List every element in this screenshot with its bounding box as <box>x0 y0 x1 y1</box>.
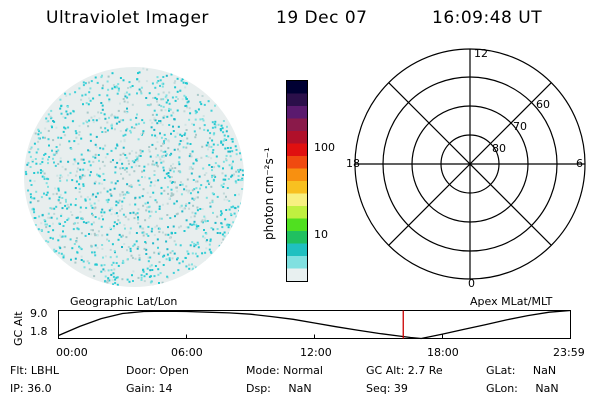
dsp-value: Dsp: NaN <box>246 382 312 395</box>
x-tick-0600: 06:00 <box>171 346 203 359</box>
gc-alt-tick-max: 9.0 <box>30 307 48 320</box>
colorbar-segment <box>287 106 307 119</box>
seq-value: Seq: 39 <box>366 382 408 395</box>
colorbar-segment <box>287 143 307 157</box>
colorbar-segment <box>287 193 307 207</box>
x-tick-1200: 12:00 <box>300 346 332 359</box>
altitude-curve <box>58 310 571 340</box>
mlt-label-0: 0 <box>468 277 475 290</box>
colorbar-segment <box>287 206 307 219</box>
lat-label-60: 60 <box>536 98 550 111</box>
mlt-label-6: 6 <box>576 157 583 170</box>
colorbar-segment <box>287 218 307 232</box>
gc-alt-axis-label: GC Alt <box>12 311 25 346</box>
colorbar-segment <box>287 256 307 269</box>
colorbar-segment <box>287 118 307 132</box>
colorbar-segment <box>287 231 307 244</box>
image-date: 19 Dec 07 <box>276 8 368 28</box>
colorbar-segment <box>287 243 307 257</box>
glat-value: GLat: NaN <box>486 364 557 377</box>
gain-value: Gain: 14 <box>126 382 173 395</box>
color-scale-bar <box>286 80 308 282</box>
apex-coords-label: Apex MLat/MLT <box>470 295 553 308</box>
uv-image-disk <box>24 67 244 287</box>
colorbar-segment <box>287 268 307 282</box>
lat-label-80: 80 <box>492 142 506 155</box>
colorbar-segment <box>287 181 307 194</box>
colorbar-tick-100: 100 <box>314 141 335 154</box>
colorbar-segment <box>287 93 307 107</box>
colorbar-tick-10: 10 <box>314 228 328 241</box>
geographic-coords-label: Geographic Lat/Lon <box>70 295 178 308</box>
door-status: Door: Open <box>126 364 189 377</box>
instrument-title: Ultraviolet Imager <box>46 8 209 28</box>
polar-grid <box>354 48 586 280</box>
colorbar-segment <box>287 81 307 94</box>
ip-value: IP: 36.0 <box>10 382 52 395</box>
lat-label-70: 70 <box>513 120 527 133</box>
altitude-timeline-plot <box>58 310 571 340</box>
gc-alt-tick-min: 1.8 <box>30 325 48 338</box>
x-tick-2359: 23:59 <box>553 346 585 359</box>
glon-value: GLon: NaN <box>486 382 559 395</box>
colorbar-segment <box>287 131 307 144</box>
image-time: 16:09:48 UT <box>432 8 543 28</box>
mlt-label-12: 12 <box>474 47 488 60</box>
colorbar-unit-label: photon cm⁻²s⁻¹ <box>262 147 276 240</box>
colorbar-segment <box>287 156 307 169</box>
mode-value: Mode: Normal <box>246 364 323 377</box>
x-tick-0000: 00:00 <box>56 346 88 359</box>
mlt-label-18: 18 <box>346 157 360 170</box>
x-tick-1800: 18:00 <box>427 346 459 359</box>
colorbar-segment <box>287 168 307 182</box>
filter-value: Flt: LBHL <box>10 364 59 377</box>
gc-alt-value: GC Alt: 2.7 Re <box>366 364 443 377</box>
